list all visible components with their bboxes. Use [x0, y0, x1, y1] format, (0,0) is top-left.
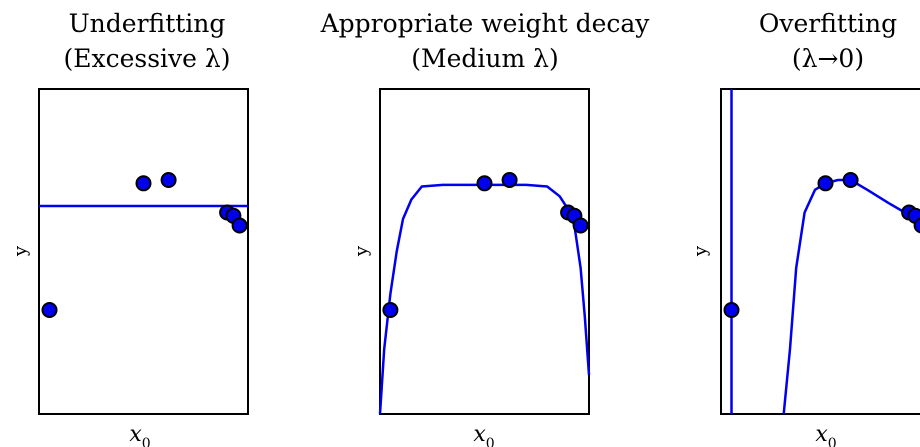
- panel-1-title-line-2: (Excessive λ): [63, 44, 230, 73]
- panel-3-xlabel: x0: [815, 422, 836, 447]
- panel-1-title-line-1: Underfitting: [69, 9, 226, 38]
- panel-2-title-line-1: Appropriate weight decay: [320, 9, 651, 38]
- panel-2-ylabel: y: [351, 245, 372, 257]
- data-point: [501, 172, 518, 188]
- panel-3-title-line-1: Overfitting: [759, 9, 897, 38]
- panel-2-xlabel: x0: [473, 422, 494, 447]
- data-point: [842, 172, 859, 188]
- panel-1-xlabel-main: x: [129, 422, 142, 447]
- panel-1-xlabel-subscript: 0: [142, 436, 151, 447]
- data-point: [476, 175, 493, 192]
- panel-3-xlabel-main: x: [815, 422, 828, 447]
- data-point: [817, 175, 834, 192]
- data-point: [382, 302, 399, 318]
- fit-curve-3-segment-2: [782, 178, 920, 415]
- panel-1-xlabel: x0: [129, 422, 150, 447]
- panel-overfitting: Overfitting (λ→0) y x0: [690, 9, 920, 447]
- panel-1-plot-frame: [38, 88, 249, 415]
- panel-2-marks: [378, 172, 591, 415]
- data-point: [135, 175, 152, 192]
- panel-2-plot-frame: [379, 88, 590, 415]
- data-point: [160, 172, 177, 188]
- panel-3-title-line-2: (λ→0): [792, 44, 864, 73]
- data-point: [913, 217, 920, 234]
- panel-3-ylabel: y: [690, 245, 711, 257]
- panel-2-xlabel-subscript: 0: [486, 436, 495, 447]
- panel-2-title-line-2: (Medium λ): [411, 44, 559, 73]
- panel-1-marks: [39, 172, 248, 318]
- data-point: [41, 302, 58, 318]
- data-point: [723, 302, 740, 318]
- panel-3-xlabel-subscript: 0: [828, 436, 837, 447]
- panel-2-xlabel-main: x: [473, 422, 486, 447]
- panel-1-ylabel: y: [10, 245, 31, 257]
- data-point: [572, 217, 589, 234]
- fit-curve-2: [378, 183, 591, 415]
- data-point: [231, 217, 248, 234]
- panel-underfitting: Underfitting (Excessive λ) y x0: [10, 9, 249, 447]
- panel-3-marks: [723, 89, 920, 415]
- panel-3-plot-frame: [720, 88, 920, 415]
- panel-appropriate: Appropriate weight decay (Medium λ) y x0: [320, 9, 651, 447]
